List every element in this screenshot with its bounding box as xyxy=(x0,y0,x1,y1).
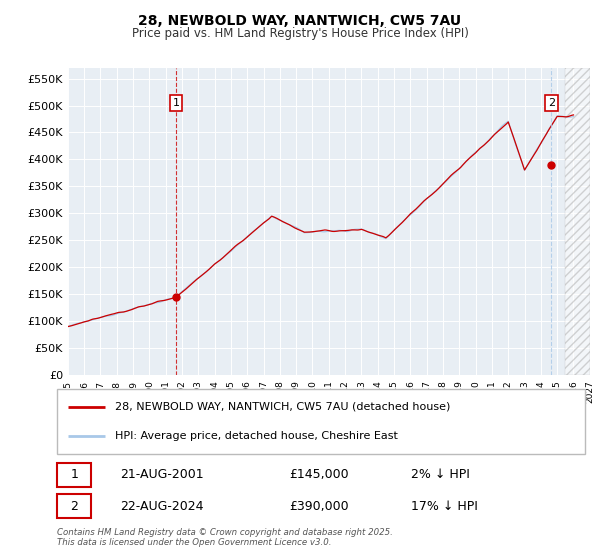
Text: 28, NEWBOLD WAY, NANTWICH, CW5 7AU (detached house): 28, NEWBOLD WAY, NANTWICH, CW5 7AU (deta… xyxy=(115,402,451,412)
Text: 22-AUG-2024: 22-AUG-2024 xyxy=(121,500,204,513)
Text: 21-AUG-2001: 21-AUG-2001 xyxy=(121,468,204,482)
Text: 17% ↓ HPI: 17% ↓ HPI xyxy=(411,500,478,513)
Text: 1: 1 xyxy=(173,98,179,108)
Text: HPI: Average price, detached house, Cheshire East: HPI: Average price, detached house, Ches… xyxy=(115,431,398,441)
Text: 2: 2 xyxy=(70,500,79,513)
Text: 28, NEWBOLD WAY, NANTWICH, CW5 7AU: 28, NEWBOLD WAY, NANTWICH, CW5 7AU xyxy=(139,14,461,28)
Text: Contains HM Land Registry data © Crown copyright and database right 2025.
This d: Contains HM Land Registry data © Crown c… xyxy=(57,528,393,547)
Text: Price paid vs. HM Land Registry's House Price Index (HPI): Price paid vs. HM Land Registry's House … xyxy=(131,27,469,40)
FancyBboxPatch shape xyxy=(57,463,91,487)
Text: £145,000: £145,000 xyxy=(289,468,349,482)
Text: 1: 1 xyxy=(70,468,79,482)
FancyBboxPatch shape xyxy=(57,389,585,454)
FancyBboxPatch shape xyxy=(57,494,91,519)
Text: £390,000: £390,000 xyxy=(289,500,349,513)
Text: 2% ↓ HPI: 2% ↓ HPI xyxy=(411,468,470,482)
Text: 2: 2 xyxy=(548,98,555,108)
